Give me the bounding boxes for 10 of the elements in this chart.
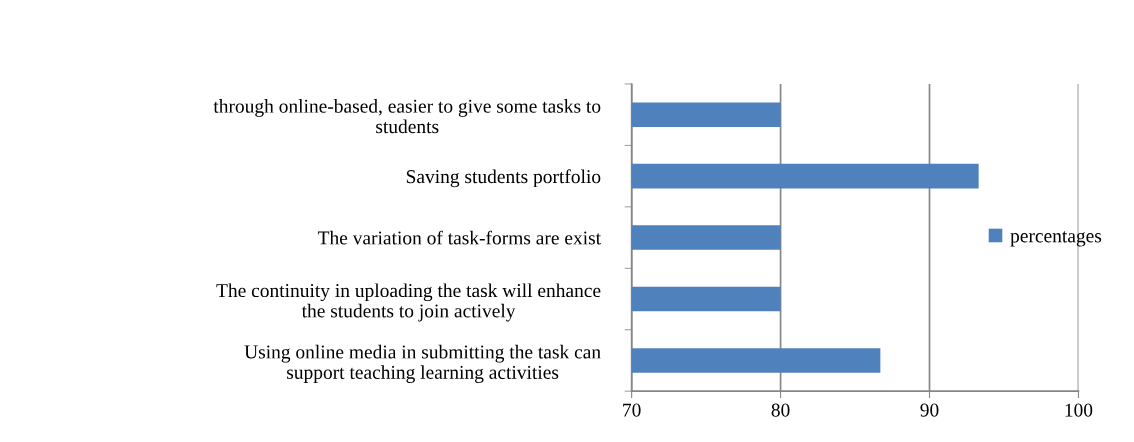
x-tick-label: 70 <box>623 403 641 417</box>
x-tick-label: 80 <box>771 403 790 417</box>
y-tick-label: through online-based, easier to give some tasks to students <box>213 99 601 134</box>
x-tick-label: 90 <box>920 403 939 417</box>
legend-label: percentages <box>1010 231 1102 247</box>
x-tick-label: 100 <box>1065 403 1093 417</box>
y-tick-label: The variation of task-forms are exist <box>317 230 601 245</box>
y-tick-label: Saving students portfolio <box>406 169 601 188</box>
y-tick-label: The continuity in uploading the task will enhance the students to join actively <box>216 283 601 322</box>
y-tick-label: Using online media in submitting the task can support teaching learning activities <box>244 344 601 383</box>
